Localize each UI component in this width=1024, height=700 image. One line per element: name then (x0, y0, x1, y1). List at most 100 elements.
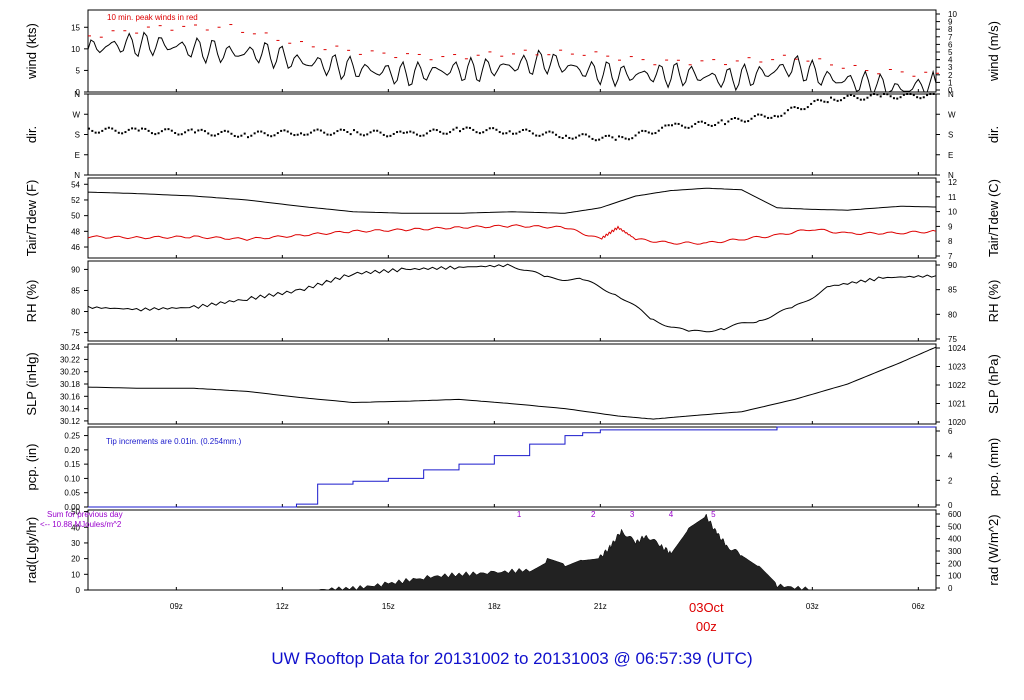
y-tick-label-right: 5 (948, 48, 953, 57)
direction-point (869, 94, 872, 97)
y-tick-label-left: 54 (71, 180, 80, 189)
y-tick-label-left: 10 (71, 45, 80, 54)
direction-point (618, 135, 620, 138)
direction-point (588, 135, 591, 138)
direction-point (611, 136, 614, 139)
radiation-marker: 2 (591, 510, 596, 519)
direction-point (899, 96, 902, 99)
y-tick-label-right: 4 (948, 452, 953, 461)
direction-point (584, 133, 587, 136)
direction-point (445, 132, 448, 135)
direction-point (684, 126, 687, 129)
direction-point (452, 128, 455, 131)
direction-point (667, 124, 670, 127)
direction-point (280, 129, 283, 132)
y-axis-label-right: SLP (hPa) (986, 354, 1001, 414)
direction-point (107, 126, 110, 129)
direction-point (876, 93, 879, 96)
direction-point (906, 93, 909, 95)
direction-point (568, 136, 571, 139)
direction-point (545, 131, 548, 134)
direction-point (800, 108, 803, 111)
direction-point (459, 130, 461, 133)
y-tick-label-right: 90 (948, 261, 957, 270)
direction-point (853, 95, 856, 98)
direction-point (651, 132, 654, 135)
direction-point (326, 133, 329, 136)
direction-point (697, 120, 700, 123)
direction-point (601, 136, 604, 139)
direction-point (339, 128, 342, 131)
radiation-marker: 1 (517, 510, 522, 519)
direction-point (270, 135, 273, 138)
direction-point (435, 129, 438, 132)
direction-point (475, 131, 478, 134)
direction-point (790, 106, 793, 109)
y-tick-label-right: 10 (948, 208, 957, 217)
direction-point (319, 129, 322, 132)
direction-point (604, 134, 607, 137)
y-tick-label-right: 1022 (948, 381, 966, 390)
y-axis-label-left: SLP (inHg) (24, 352, 39, 415)
y-tick-label-left: 0.00 (64, 503, 80, 512)
direction-point (306, 133, 309, 136)
direction-point (124, 131, 127, 134)
direction-point (929, 93, 932, 95)
direction-point (505, 132, 508, 135)
direction-point (498, 131, 501, 134)
y-tick-label-left: 80 (71, 308, 80, 317)
direction-point (926, 94, 929, 97)
direction-point (747, 120, 750, 123)
y-tick-label-right: 0 (948, 584, 953, 593)
direction-point (727, 120, 730, 123)
direction-point (846, 94, 849, 97)
direction-point (760, 113, 763, 116)
direction-point (359, 133, 362, 136)
y-axis-label-left: Tair/Tdew (F) (24, 180, 39, 257)
direction-point (336, 130, 339, 133)
direction-point (793, 106, 796, 109)
y-tick-label-right: 1020 (948, 418, 966, 427)
direction-point (902, 93, 905, 96)
direction-point (406, 131, 408, 134)
y-tick-label-left: W (72, 110, 80, 119)
direction-point (508, 130, 511, 133)
direction-point (598, 138, 601, 141)
direction-point (356, 131, 359, 134)
series-line-temperature (87, 224, 937, 245)
y-tick-label-left: E (75, 151, 80, 160)
direction-point (631, 137, 634, 140)
direction-point (223, 129, 226, 132)
direction-point (896, 97, 899, 100)
direction-point (396, 131, 399, 134)
x-day-sublabel: 00z (696, 619, 717, 634)
direction-point (730, 118, 733, 121)
y-tick-label-right: 1023 (948, 363, 966, 372)
direction-point (512, 132, 514, 135)
y-tick-label-left: 0.05 (64, 489, 80, 498)
direction-point (581, 133, 584, 136)
direction-point (535, 134, 538, 137)
direction-point (167, 128, 170, 131)
x-tick-label: 03z (806, 602, 819, 611)
direction-point (773, 114, 776, 117)
direction-point (485, 129, 488, 132)
direction-point (608, 134, 611, 137)
direction-point (94, 131, 97, 134)
direction-point (687, 126, 690, 129)
y-tick-label-left: N (74, 171, 80, 180)
direction-point (743, 120, 746, 123)
radiation-marker: 4 (669, 510, 674, 519)
radiation-annotation: Sum for previous day (47, 510, 123, 519)
y-tick-label-left: 30 (71, 539, 80, 548)
direction-point (644, 130, 647, 133)
direction-point (641, 129, 644, 132)
y-tick-label-left: 20 (71, 555, 80, 564)
direction-point (137, 129, 140, 132)
panel-frame-temperature (87, 177, 937, 259)
direction-point (392, 132, 395, 135)
y-tick-label-right: 600 (948, 510, 962, 519)
direction-point (786, 109, 789, 112)
y-tick-label-right: 300 (948, 547, 962, 556)
direction-point (210, 134, 213, 137)
